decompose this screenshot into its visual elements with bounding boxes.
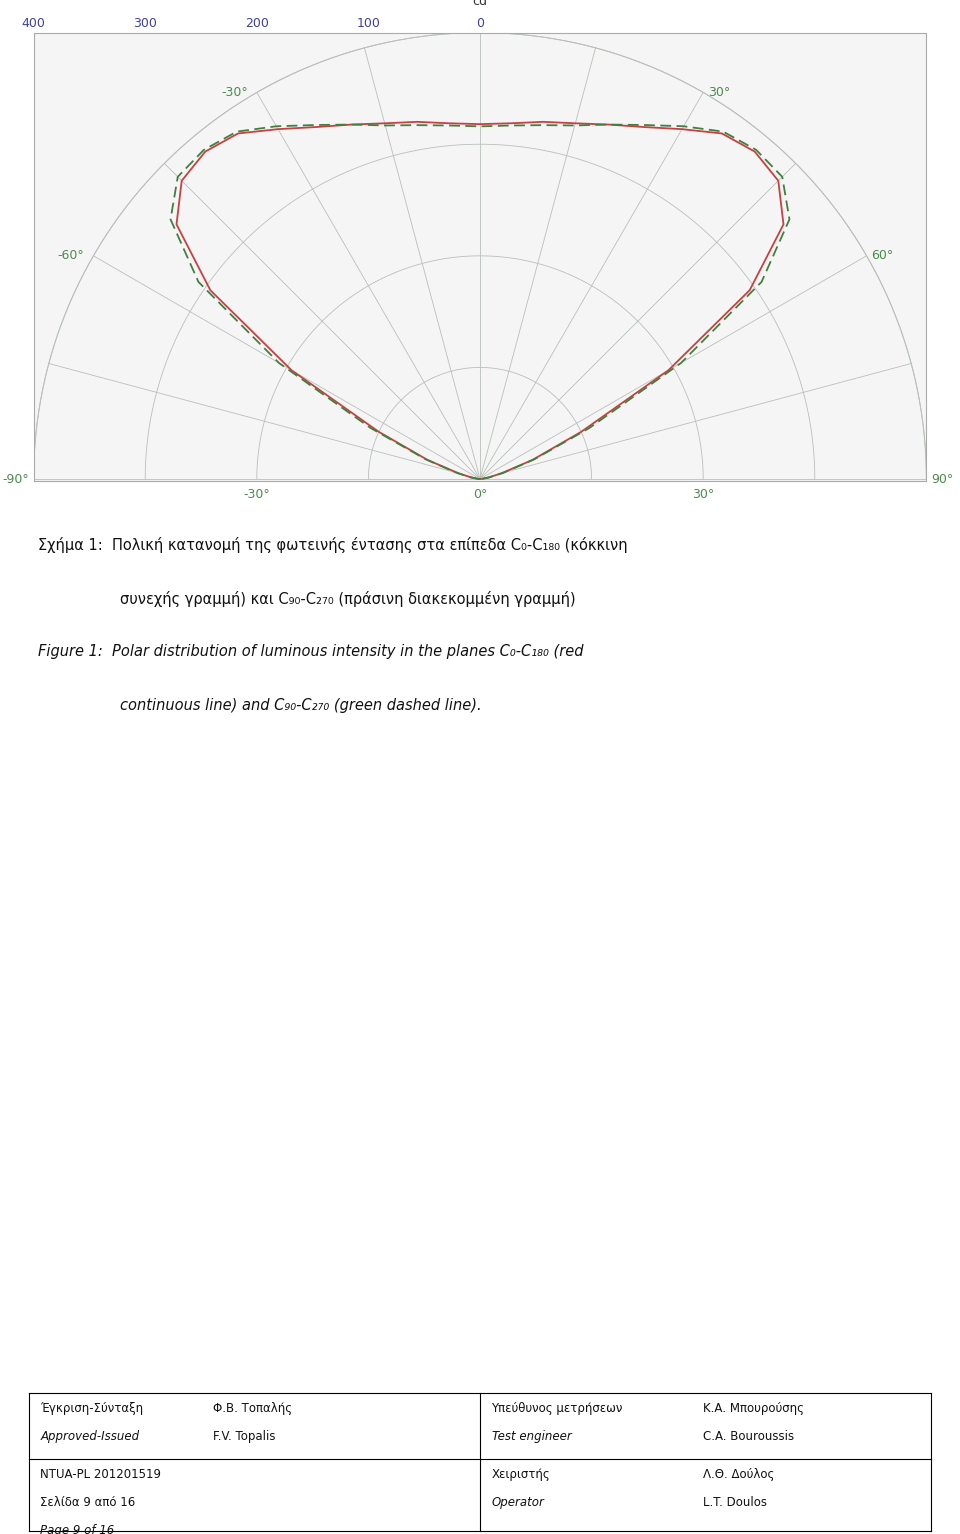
Text: 0°: 0° (473, 488, 487, 502)
Text: Υπεύθυνος μετρήσεων: Υπεύθυνος μετρήσεων (492, 1402, 623, 1414)
Text: -60°: -60° (58, 250, 84, 262)
Text: 60°: 60° (871, 250, 894, 262)
Text: 400: 400 (22, 17, 45, 31)
Text: cd: cd (472, 0, 488, 8)
Text: 30°: 30° (692, 488, 714, 502)
Text: 300: 300 (133, 17, 157, 31)
Text: 0: 0 (476, 17, 484, 31)
Text: Σελίδα 9 από 16: Σελίδα 9 από 16 (40, 1496, 135, 1509)
Text: Φ.Β. Τοπαλής: Φ.Β. Τοπαλής (213, 1402, 292, 1414)
Text: 100: 100 (356, 17, 380, 31)
Text: Σχήμα 1:  Πολική κατανομή της φωτεινής έντασης στα επίπεδα C₀-C₁₈₀ (κόκκινη: Σχήμα 1: Πολική κατανομή της φωτεινής έν… (38, 537, 628, 552)
Text: Approved-Issued: Approved-Issued (40, 1430, 139, 1442)
Text: 30°: 30° (708, 86, 730, 98)
Text: συνεχής γραμμή) και C₉₀-C₂₇₀ (πράσινη διακεκομμένη γραμμή): συνεχής γραμμή) και C₉₀-C₂₇₀ (πράσινη δι… (120, 591, 576, 606)
Text: 200: 200 (245, 17, 269, 31)
Text: Page 9 of 16: Page 9 of 16 (40, 1523, 114, 1534)
Text: NTUA-PL 201201519: NTUA-PL 201201519 (40, 1468, 161, 1482)
Text: F.V. Topalis: F.V. Topalis (213, 1430, 276, 1442)
Text: C.A. Bouroussis: C.A. Bouroussis (703, 1430, 794, 1442)
Text: -90°: -90° (2, 472, 29, 486)
Text: Έγκριση-Σύνταξη: Έγκριση-Σύνταξη (40, 1402, 143, 1414)
Text: Κ.Α. Μπουρούσης: Κ.Α. Μπουρούσης (703, 1402, 804, 1414)
Text: -30°: -30° (221, 86, 248, 98)
Text: Λ.Θ. Δούλος: Λ.Θ. Δούλος (703, 1468, 774, 1482)
Text: continuous line) and C₉₀-C₂₇₀ (green dashed line).: continuous line) and C₉₀-C₂₇₀ (green das… (120, 698, 482, 713)
Text: Figure 1:  Polar distribution of luminous intensity in the planes C₀-C₁₈₀ (red: Figure 1: Polar distribution of luminous… (38, 644, 584, 660)
Text: -30°: -30° (244, 488, 270, 502)
Text: Test engineer: Test engineer (492, 1430, 571, 1442)
Text: Operator: Operator (492, 1496, 544, 1509)
Text: Χειριστής: Χειριστής (492, 1468, 550, 1482)
Text: 90°: 90° (931, 472, 953, 486)
Text: L.T. Doulos: L.T. Doulos (703, 1496, 767, 1509)
